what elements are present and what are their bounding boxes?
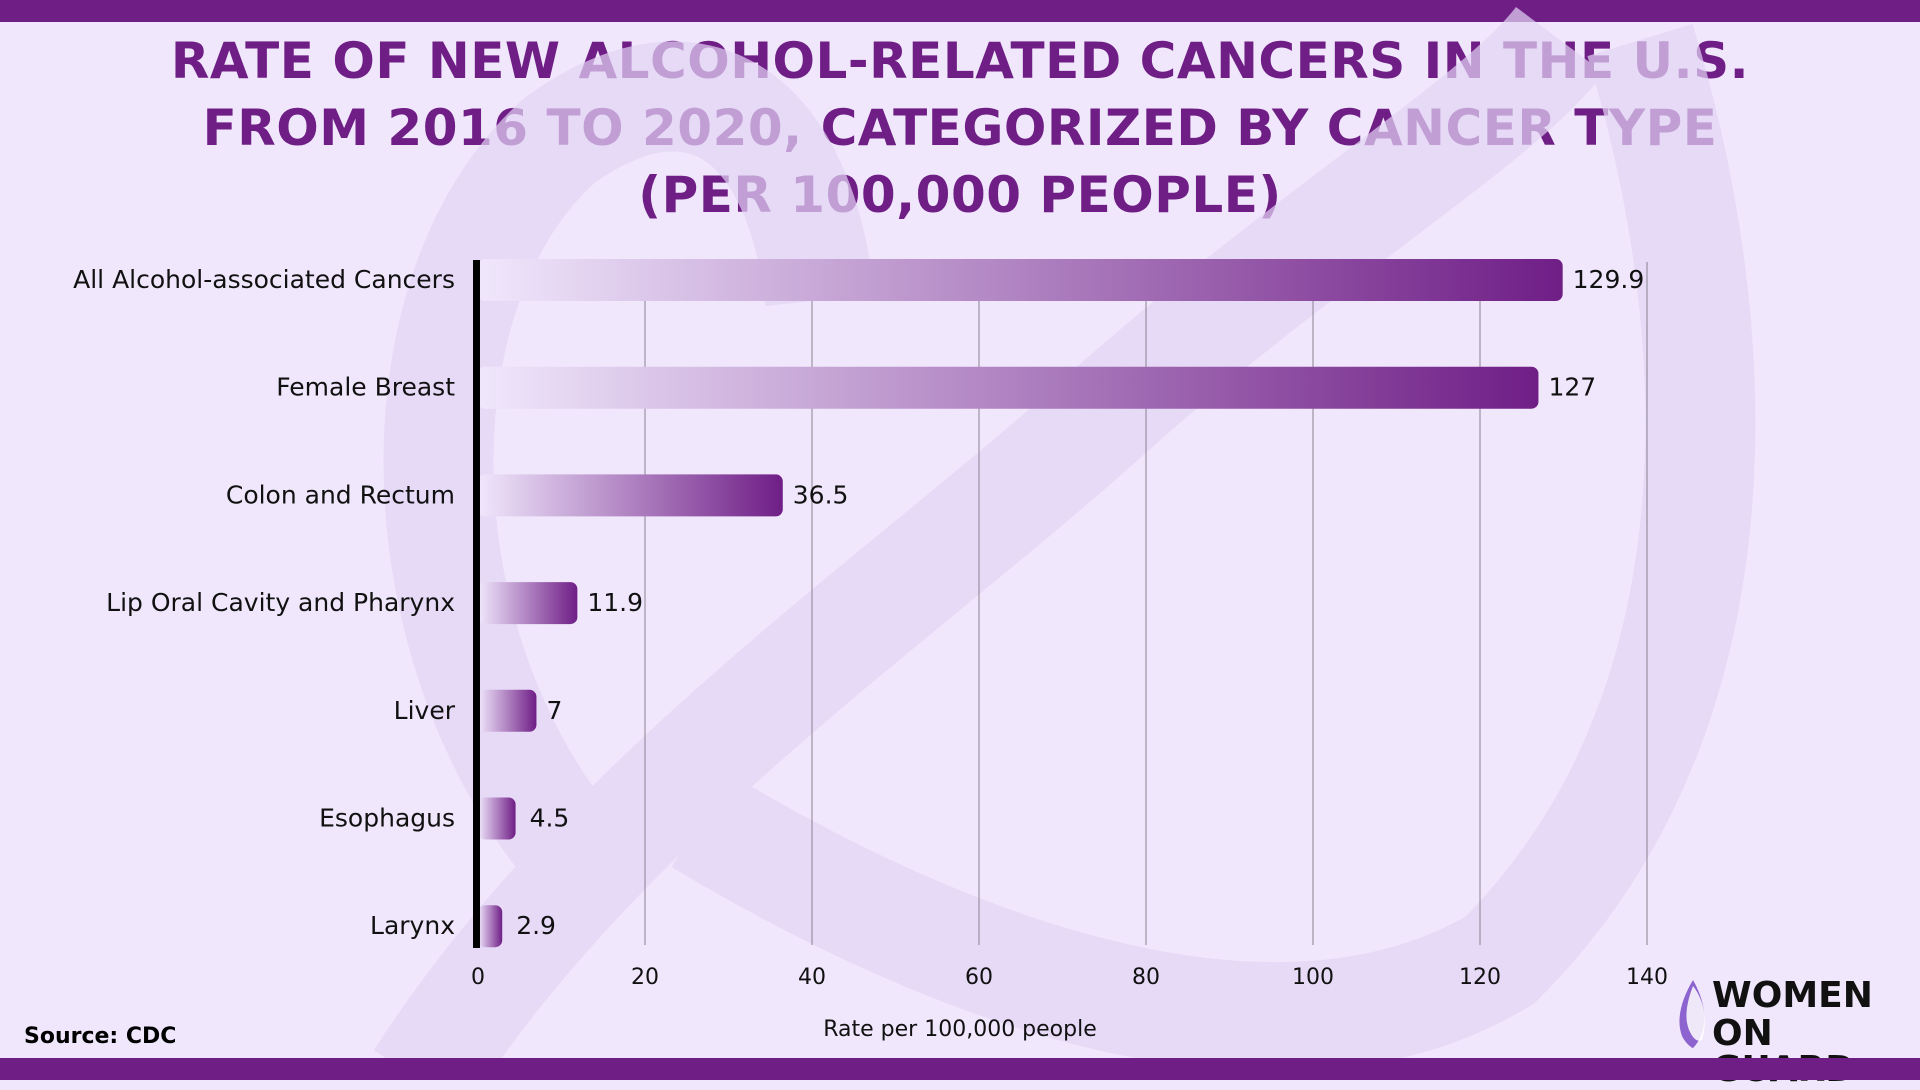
x-tick-label: 20 (631, 965, 659, 990)
bar (478, 582, 578, 625)
source-note: Source: CDC (24, 1024, 177, 1049)
x-tick-label: 0 (471, 965, 485, 990)
bar (478, 366, 1539, 409)
logo-line-1: WOMEN (1712, 975, 1873, 1016)
bar (478, 689, 537, 732)
x-tick-label: 80 (1132, 965, 1160, 990)
bottom-band (0, 1058, 1920, 1080)
category-label: Lip Oral Cavity and Pharynx (106, 588, 455, 617)
x-tick-label: 100 (1292, 965, 1334, 990)
category-label: All Alcohol-associated Cancers (73, 265, 455, 294)
value-label: 36.5 (793, 480, 849, 509)
category-label: Colon and Rectum (226, 480, 455, 509)
bar (478, 474, 783, 517)
background-ribbon (373, 5, 1756, 1080)
category-label: Liver (394, 696, 456, 725)
x-tick-label: 120 (1459, 965, 1501, 990)
bar (478, 259, 1563, 301)
value-label: 2.9 (516, 911, 556, 940)
x-axis-label: Rate per 100,000 people (823, 1017, 1097, 1042)
bar (478, 905, 503, 948)
y-axis-line (473, 260, 480, 948)
x-tick-label: 40 (798, 965, 826, 990)
x-tick-label: 140 (1626, 965, 1668, 990)
bar (478, 797, 516, 840)
top-band (0, 0, 1920, 22)
value-label: 7 (546, 696, 562, 725)
value-label: 4.5 (530, 804, 570, 833)
woman-profile-icon (1679, 980, 1705, 1048)
value-label: 11.9 (587, 588, 643, 617)
women-on-guard-logo: WOMEN ON GUARD (1676, 975, 1906, 1088)
category-label: Larynx (370, 911, 455, 940)
value-label: 129.9 (1573, 265, 1645, 294)
category-label: Female Breast (276, 373, 455, 402)
x-tick-label: 60 (965, 965, 993, 990)
category-label: Esophagus (319, 804, 455, 833)
value-label: 127 (1548, 373, 1596, 402)
